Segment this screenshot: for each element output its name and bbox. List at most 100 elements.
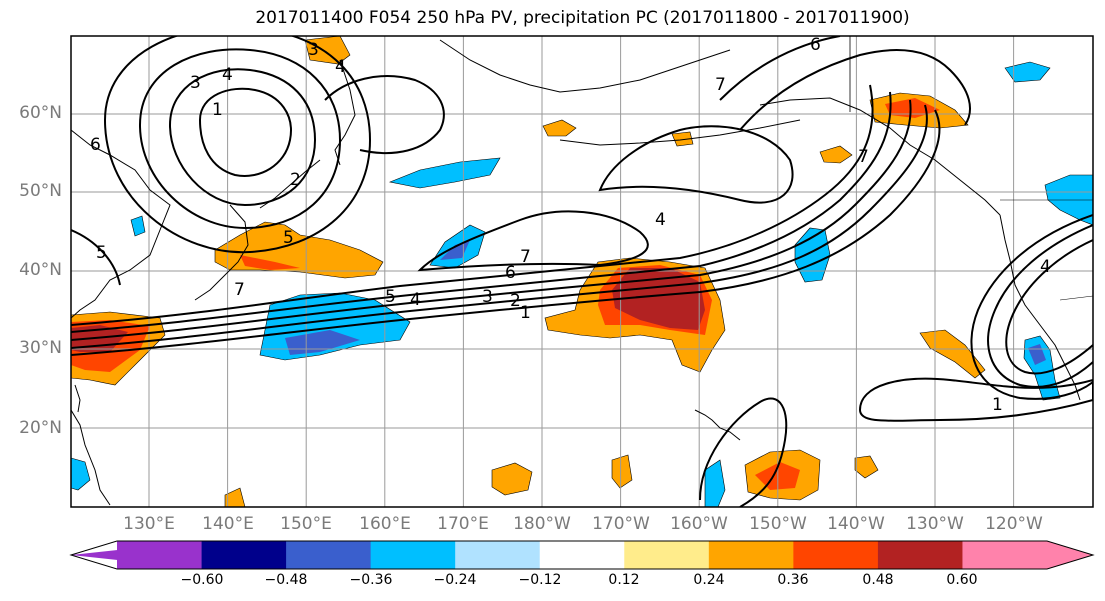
lon-label: 170°W bbox=[592, 514, 650, 534]
precip-positive-small-4 bbox=[491, 462, 533, 496]
pv-contour-6 bbox=[417, 210, 649, 272]
colorbar-tick-label: 0.48 bbox=[862, 572, 894, 588]
contour-label: 4 bbox=[410, 290, 421, 310]
coast-hawaii bbox=[694, 409, 741, 441]
pv-contour-east-trough-3 bbox=[970, 214, 1093, 400]
colorbar-swatch bbox=[708, 541, 794, 569]
pv-contour-north-1 bbox=[739, 49, 971, 131]
precip-positive-dateline-max bbox=[612, 268, 705, 330]
contour-label: 3 bbox=[308, 40, 319, 60]
colorbar-tick-label: 0.12 bbox=[608, 572, 640, 588]
precip-positive-small-7 bbox=[224, 487, 246, 507]
precip-positive-small-6 bbox=[854, 455, 879, 479]
precip-negative-philippines bbox=[71, 457, 91, 491]
contour-label: 2 bbox=[290, 170, 301, 190]
lon-label: 150°E bbox=[280, 514, 332, 534]
precip-positive-small-5 bbox=[611, 454, 633, 489]
colorbar-tick-label: −0.24 bbox=[433, 572, 477, 588]
coast-na-west bbox=[999, 214, 1081, 401]
contour-label: 4 bbox=[655, 210, 666, 230]
pv-contour-east-trough-1 bbox=[1005, 239, 1093, 375]
colorbar-swatch bbox=[793, 541, 879, 569]
lon-label: 130°E bbox=[123, 514, 175, 534]
pv-contour-low-1 bbox=[198, 87, 292, 177]
lat-label: 30°N bbox=[19, 338, 62, 358]
colorbar-swatches bbox=[71, 541, 1093, 569]
lat-label: 40°N bbox=[19, 260, 62, 280]
map-frame bbox=[70, 35, 1094, 508]
colorbar-swatch bbox=[624, 541, 710, 569]
pv-contour-low-2 bbox=[168, 68, 317, 207]
colorbar-swatch bbox=[117, 541, 202, 569]
colorbar-swatch bbox=[877, 541, 963, 569]
lat-label: 50°N bbox=[19, 181, 62, 201]
precip-negative-170e-core bbox=[440, 240, 470, 260]
pv-contour-low-4 bbox=[103, 36, 372, 254]
lon-label: 170°E bbox=[437, 514, 489, 534]
colorbar-swatch bbox=[201, 541, 287, 569]
contour-label: 6 bbox=[810, 35, 821, 55]
colorbar-tick-label: 0.36 bbox=[777, 572, 809, 588]
contour-label: 3 bbox=[190, 73, 201, 93]
contour-label: 4 bbox=[335, 57, 346, 77]
coast-aleutians bbox=[559, 119, 801, 146]
precip-positive-small-2 bbox=[542, 119, 577, 137]
border-us-mexico bbox=[1059, 295, 1093, 301]
lon-label: 150°W bbox=[749, 514, 807, 534]
contour-label: 2 bbox=[510, 291, 521, 311]
coast-philippines bbox=[71, 409, 111, 506]
colorbar-tick-label: −0.36 bbox=[349, 572, 393, 588]
graticule bbox=[71, 36, 1093, 507]
coast-alaska bbox=[759, 97, 1001, 216]
contour-label: 6 bbox=[505, 263, 516, 283]
pv-contour-west-edge bbox=[71, 229, 121, 286]
lon-label: 180°W bbox=[513, 514, 571, 534]
lat-label: 60°N bbox=[19, 103, 62, 123]
contour-label: 4 bbox=[222, 65, 233, 85]
contour-label: 3 bbox=[482, 287, 493, 307]
precip-positive-japan-core bbox=[240, 255, 300, 270]
precip-positive-small-3 bbox=[671, 131, 694, 147]
pv-contour-east-1 bbox=[858, 377, 1093, 422]
contour-label: 5 bbox=[96, 243, 107, 263]
pv-contour-low-3 bbox=[138, 48, 342, 230]
precip-negative-west-small bbox=[130, 215, 146, 237]
contour-label: 7 bbox=[858, 147, 869, 167]
contour-label: 1 bbox=[520, 303, 531, 323]
contour-label: 4 bbox=[1040, 257, 1051, 277]
lon-label: 160°W bbox=[670, 514, 728, 534]
contour-label: 7 bbox=[715, 75, 726, 95]
pv-contour-east-trough-2 bbox=[987, 224, 1093, 388]
colorbar-extend-max bbox=[1047, 541, 1093, 569]
coast-japan bbox=[194, 204, 249, 301]
colorbar-swatch bbox=[455, 541, 541, 569]
colorbar-tick-label: −0.60 bbox=[180, 572, 224, 588]
colorbar-tick-label: −0.48 bbox=[264, 572, 308, 588]
colorbar-outline bbox=[69, 540, 1095, 570]
lon-label: 130°W bbox=[906, 514, 964, 534]
colorbar-tick-label: 0.24 bbox=[693, 572, 725, 588]
precip-negative-hawaii bbox=[704, 459, 726, 507]
coast-bering bbox=[439, 39, 731, 93]
colorbar bbox=[69, 540, 1095, 570]
contour-label: 7 bbox=[234, 280, 245, 300]
map-title: 2017011400 F054 250 hPa PV, precipitatio… bbox=[255, 8, 910, 28]
lon-label: 160°E bbox=[359, 514, 411, 534]
colorbar-swatch bbox=[539, 541, 625, 569]
contour-label: 5 bbox=[283, 228, 294, 248]
colorbar-tick-label: −0.12 bbox=[518, 572, 562, 588]
pv-contour-1 bbox=[71, 109, 941, 356]
colorbar-tick-label: 0.60 bbox=[946, 572, 978, 588]
coast-taiwan bbox=[74, 384, 81, 413]
pv-contour-5 bbox=[71, 84, 874, 326]
pv-contour-4 bbox=[71, 91, 892, 333]
pv-contour-2 bbox=[71, 104, 928, 349]
lon-label: 140°E bbox=[202, 514, 254, 534]
contour-label: 6 bbox=[90, 135, 101, 155]
contour-label: 1 bbox=[992, 395, 1003, 415]
pv-contour-3 bbox=[71, 99, 912, 341]
lon-label: 140°W bbox=[827, 514, 885, 534]
pv-contour-7 bbox=[598, 125, 794, 204]
contour-label: 7 bbox=[520, 247, 531, 267]
